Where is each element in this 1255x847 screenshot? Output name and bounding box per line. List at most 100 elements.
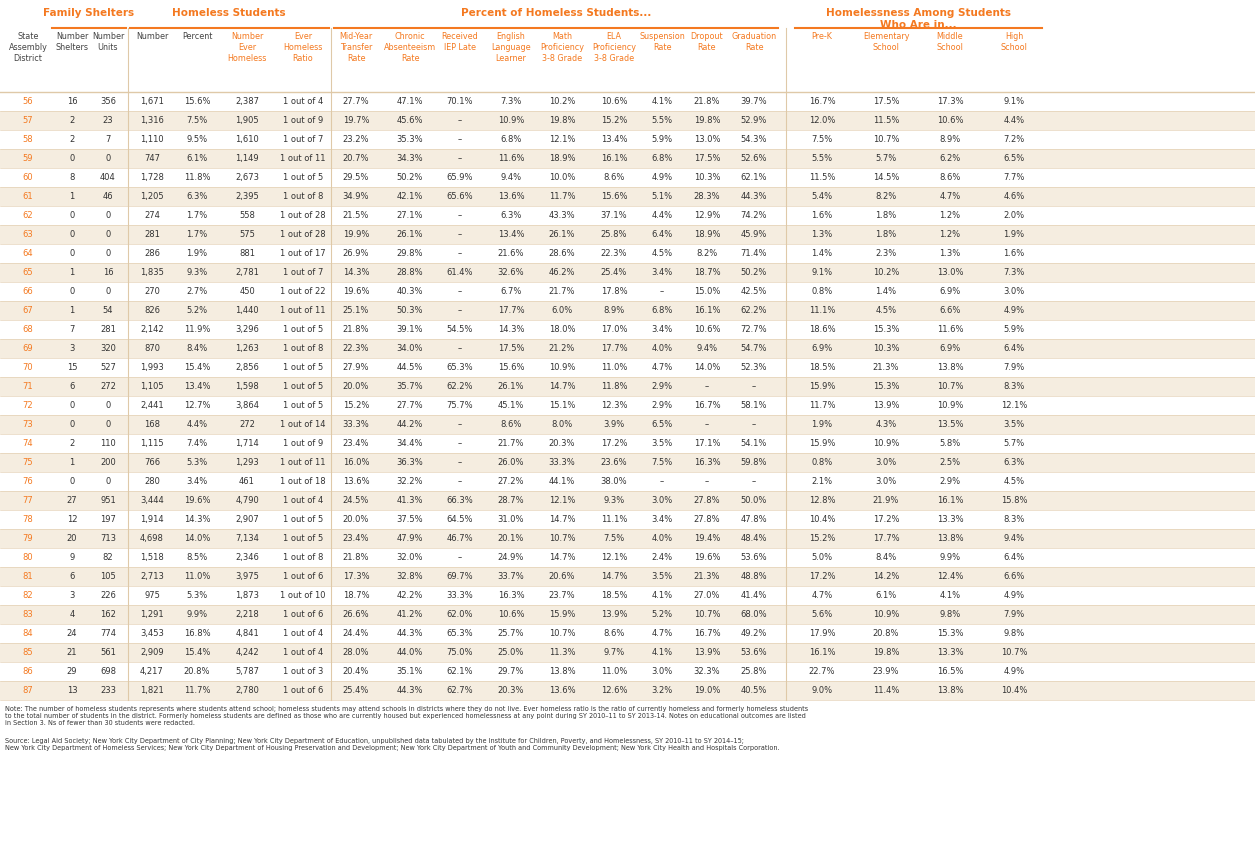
Text: 37.1%: 37.1%	[601, 211, 628, 220]
Bar	[0, 662, 1255, 681]
Text: 17.3%: 17.3%	[343, 572, 369, 581]
Text: 1,728: 1,728	[141, 173, 164, 182]
Text: 1 out of 5: 1 out of 5	[282, 382, 323, 391]
Text: 0: 0	[69, 401, 74, 410]
Text: 1,905: 1,905	[235, 116, 259, 125]
Text: 13.0%: 13.0%	[936, 268, 964, 277]
Text: 42.5%: 42.5%	[740, 287, 767, 296]
Text: 16: 16	[67, 97, 78, 106]
Text: 3.0%: 3.0%	[651, 496, 673, 505]
Text: 15.9%: 15.9%	[548, 610, 575, 619]
Text: 34.9%: 34.9%	[343, 192, 369, 201]
Bar	[0, 415, 1255, 434]
Text: 6.7%: 6.7%	[501, 287, 522, 296]
Text: 18.5%: 18.5%	[808, 363, 836, 372]
Text: 25.0%: 25.0%	[498, 648, 525, 657]
Text: 28.3%: 28.3%	[694, 192, 720, 201]
Text: 24.9%: 24.9%	[498, 553, 525, 562]
Text: 29.7%: 29.7%	[498, 667, 525, 676]
Text: 3.9%: 3.9%	[604, 420, 625, 429]
Text: 16.1%: 16.1%	[601, 154, 628, 163]
Text: 11.7%: 11.7%	[808, 401, 836, 410]
Text: 46.2%: 46.2%	[548, 268, 575, 277]
Text: 6.9%: 6.9%	[940, 287, 960, 296]
Text: –: –	[660, 287, 664, 296]
Text: 8.0%: 8.0%	[551, 420, 572, 429]
Text: 20.0%: 20.0%	[343, 515, 369, 524]
Text: 16.1%: 16.1%	[694, 306, 720, 315]
Text: 2,142: 2,142	[141, 325, 164, 334]
Text: 197: 197	[100, 515, 115, 524]
Text: 16: 16	[103, 268, 113, 277]
Bar	[0, 244, 1255, 263]
Text: –: –	[752, 477, 756, 486]
Text: 10.6%: 10.6%	[694, 325, 720, 334]
Text: 72: 72	[23, 401, 34, 410]
Text: 1 out of 28: 1 out of 28	[280, 211, 326, 220]
Text: 2.1%: 2.1%	[812, 477, 832, 486]
Text: 16.7%: 16.7%	[808, 97, 836, 106]
Text: 1.7%: 1.7%	[187, 230, 207, 239]
Text: 6.6%: 6.6%	[939, 306, 960, 315]
Text: 62.1%: 62.1%	[740, 173, 767, 182]
Text: 18.0%: 18.0%	[548, 325, 575, 334]
Text: Source: Legal Aid Society; New York City Department of City Planning; New York C: Source: Legal Aid Society; New York City…	[5, 738, 779, 751]
Text: 1.7%: 1.7%	[187, 211, 207, 220]
Text: 17.5%: 17.5%	[498, 344, 525, 353]
Text: 0: 0	[105, 249, 110, 258]
Text: 1 out of 5: 1 out of 5	[282, 173, 323, 182]
Text: 14.7%: 14.7%	[548, 553, 575, 562]
Text: 10.9%: 10.9%	[872, 439, 899, 448]
Text: 7.5%: 7.5%	[812, 135, 832, 144]
Text: 73: 73	[23, 420, 34, 429]
Text: 7.7%: 7.7%	[1003, 173, 1024, 182]
Text: 82: 82	[103, 553, 113, 562]
Text: 66: 66	[23, 287, 34, 296]
Text: 35.3%: 35.3%	[397, 135, 423, 144]
Text: 15.2%: 15.2%	[343, 401, 369, 410]
Text: 18.7%: 18.7%	[343, 591, 369, 600]
Text: 23.6%: 23.6%	[601, 458, 628, 467]
Text: 3.4%: 3.4%	[651, 268, 673, 277]
Text: English
Language
Learner: English Language Learner	[491, 32, 531, 63]
Bar	[0, 510, 1255, 529]
Text: 57: 57	[23, 116, 34, 125]
Text: 281: 281	[144, 230, 159, 239]
Text: 27.7%: 27.7%	[397, 401, 423, 410]
Text: 870: 870	[144, 344, 159, 353]
Text: 52.6%: 52.6%	[740, 154, 767, 163]
Bar	[0, 624, 1255, 643]
Text: 11.8%: 11.8%	[601, 382, 628, 391]
Text: 28.7%: 28.7%	[498, 496, 525, 505]
Text: Homelessness Among Students
Who Are in...: Homelessness Among Students Who Are in..…	[826, 8, 1010, 30]
Bar	[0, 548, 1255, 567]
Text: 2.7%: 2.7%	[187, 287, 207, 296]
Text: 274: 274	[144, 211, 159, 220]
Text: 14.7%: 14.7%	[548, 382, 575, 391]
Text: 13.6%: 13.6%	[343, 477, 369, 486]
Text: 1 out of 4: 1 out of 4	[282, 496, 323, 505]
Text: 68.0%: 68.0%	[740, 610, 767, 619]
Text: 0: 0	[105, 211, 110, 220]
Text: 59: 59	[23, 154, 33, 163]
Text: Percent: Percent	[182, 32, 212, 41]
Text: 12.7%: 12.7%	[183, 401, 211, 410]
Text: 15.0%: 15.0%	[694, 287, 720, 296]
Text: 6.3%: 6.3%	[501, 211, 522, 220]
Text: 19.6%: 19.6%	[183, 496, 211, 505]
Text: 6.4%: 6.4%	[651, 230, 673, 239]
Text: 4,841: 4,841	[235, 629, 259, 638]
Text: 2,909: 2,909	[141, 648, 164, 657]
Text: 12.9%: 12.9%	[694, 211, 720, 220]
Text: 13.6%: 13.6%	[548, 686, 575, 695]
Text: 13.8%: 13.8%	[936, 363, 964, 372]
Text: 64: 64	[23, 249, 34, 258]
Text: 0.8%: 0.8%	[812, 287, 832, 296]
Text: 280: 280	[144, 477, 159, 486]
Text: 0: 0	[105, 287, 110, 296]
Text: 1,291: 1,291	[141, 610, 164, 619]
Text: 71.4%: 71.4%	[740, 249, 767, 258]
Text: Percent of Homeless Students...: Percent of Homeless Students...	[461, 8, 651, 18]
Text: –: –	[752, 420, 756, 429]
Text: 58: 58	[23, 135, 34, 144]
